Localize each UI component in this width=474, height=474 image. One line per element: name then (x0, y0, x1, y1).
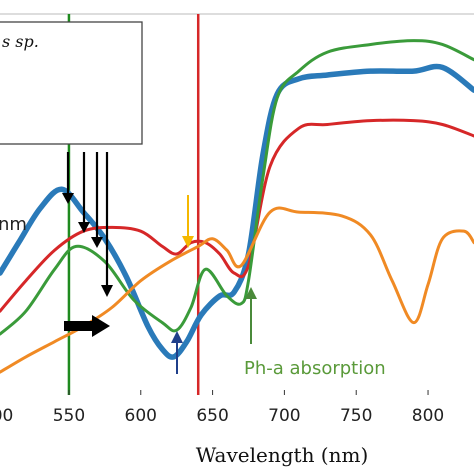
legend-species-text: s sp. (2, 32, 39, 51)
series-line-3 (0, 39, 474, 336)
nm-fragment-label: nm (0, 214, 27, 235)
x-tick-label-750: 750 (340, 406, 372, 426)
x-tick-label-550: 550 (53, 406, 85, 426)
series-line-2 (0, 118, 474, 313)
series-line-1 (0, 63, 474, 360)
x-tick-label-800: 800 (412, 406, 444, 426)
x-axis-title: Wavelength (nm) (196, 443, 369, 467)
x-tick-label-500: 500 (0, 406, 13, 426)
pha-absorption-label: Ph-a absorption (244, 358, 386, 379)
x-tick-label-650: 650 (196, 406, 228, 426)
x-tick-label-600: 600 (125, 406, 157, 426)
arrows (62, 152, 257, 374)
x-tick-labels: 500550600650700750800850 (0, 390, 444, 426)
legend-box: s sp. (0, 21, 143, 145)
thick-right-arrow (64, 321, 94, 331)
x-tick-label-700: 700 (268, 406, 300, 426)
